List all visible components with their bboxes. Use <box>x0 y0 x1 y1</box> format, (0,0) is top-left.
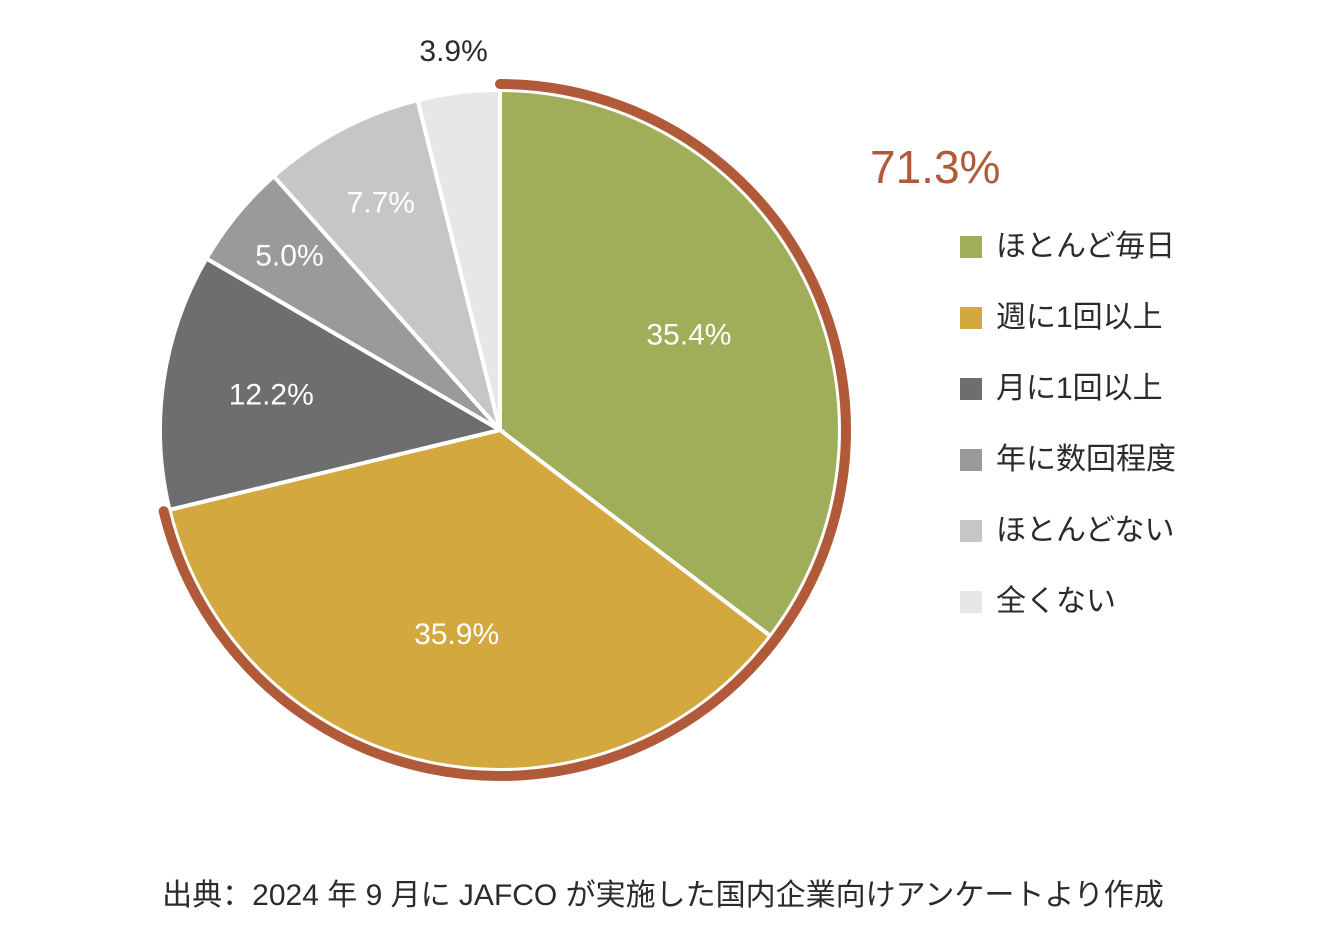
legend-swatch <box>960 520 982 542</box>
chart-stage: 35.4% 35.9% 12.2% 5.0% 7.7% 3.9% 71.3% ほとんど毎日… <box>0 0 1326 940</box>
legend-label: 全くない <box>996 585 1116 618</box>
legend-item: 週に1回以上 <box>960 301 1176 334</box>
legend-swatch <box>960 378 982 400</box>
slice-label: 35.4% <box>646 318 731 351</box>
source-citation: 出典：2024 年 9 月に JAFCO が実施した国内企業向けアンケートより作… <box>0 870 1326 914</box>
legend-label: 年に数回程度 <box>996 443 1176 476</box>
slice-label: 5.0% <box>255 240 323 273</box>
legend-item: 全くない <box>960 585 1176 618</box>
legend: ほとんど毎日週に1回以上月に1回以上年に数回程度ほとんどない全くない <box>960 230 1176 656</box>
slice-label: 12.2% <box>229 378 314 411</box>
legend-item: 月に1回以上 <box>960 372 1176 405</box>
legend-label: ほとんど毎日 <box>996 230 1175 263</box>
legend-swatch <box>960 236 982 258</box>
slice-label: 3.9% <box>419 35 487 68</box>
legend-swatch <box>960 591 982 613</box>
legend-item: ほとんど毎日 <box>960 230 1176 263</box>
legend-item: ほとんどない <box>960 514 1176 547</box>
slice-label: 35.9% <box>414 618 499 651</box>
legend-label: 月に1回以上 <box>996 372 1163 405</box>
legend-swatch <box>960 449 982 471</box>
slice-label: 7.7% <box>347 187 415 220</box>
legend-swatch <box>960 307 982 329</box>
legend-item: 年に数回程度 <box>960 443 1176 476</box>
legend-label: ほとんどない <box>996 514 1175 547</box>
emphasis-callout: 71.3% <box>870 140 1000 194</box>
legend-label: 週に1回以上 <box>996 301 1163 334</box>
